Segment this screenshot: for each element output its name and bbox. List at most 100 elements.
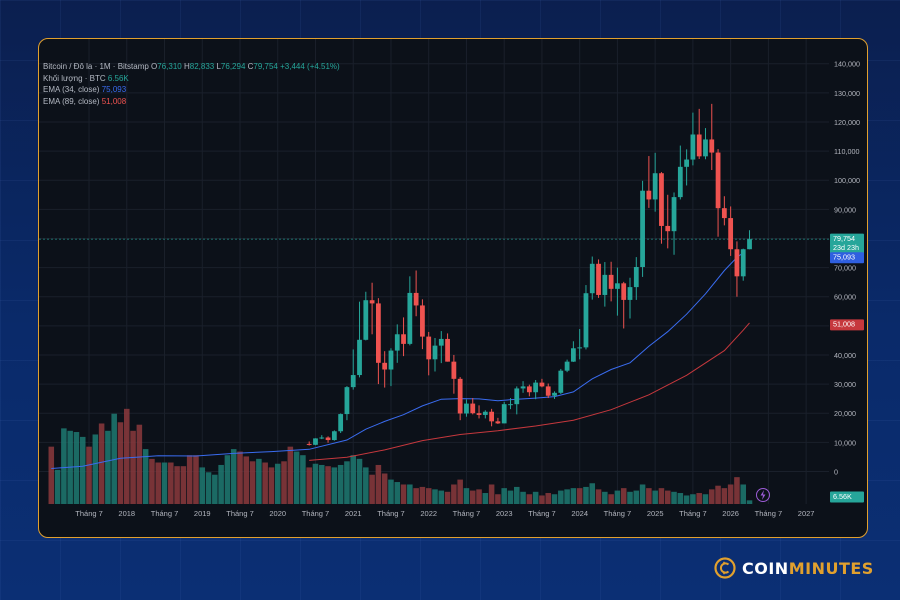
candle-body [564, 361, 570, 371]
volume-bar [583, 486, 589, 504]
time-tick-label: Tháng 7 [755, 509, 783, 518]
candle-body [690, 134, 696, 160]
candle-body [394, 334, 400, 351]
price-tick-label: 100,000 [834, 176, 860, 185]
ema34-value: 75,093 [101, 85, 127, 94]
candle-body [621, 283, 627, 300]
candlestick-chart[interactable]: 140,000 130,000 120,000 110,000 100,000 90,00… [39, 39, 867, 537]
candle-body [627, 287, 633, 300]
candle-body [382, 362, 388, 370]
price-tick-label: 10,000 [834, 438, 856, 447]
candle-body [426, 336, 432, 360]
volume-bar [570, 488, 577, 504]
volume-bar [627, 491, 633, 504]
price-badge-bg [830, 233, 864, 254]
candle-body [445, 338, 450, 362]
chart-panel[interactable]: 140,000 130,000 120,000 110,000 100,000 90,00… [38, 38, 868, 538]
volume-bar [608, 494, 614, 504]
volume-bar [438, 490, 445, 504]
time-tick-label: 2019 [194, 509, 211, 518]
volume-bar [212, 474, 218, 504]
volume-bar [407, 484, 413, 504]
volume-bar [375, 464, 382, 504]
price-tick-label: 90,000 [834, 205, 856, 214]
candle-body [533, 382, 539, 393]
legend-ema89-row[interactable]: EMA (89, close) 51,008 [43, 96, 340, 108]
candle-body [526, 386, 532, 393]
candle-body [344, 387, 350, 415]
open-value: 76,310 [157, 62, 182, 71]
candle-body [570, 348, 576, 362]
price-tick-label: 140,000 [834, 60, 860, 69]
volume-bar [507, 490, 514, 504]
volume-bar [476, 489, 482, 504]
volume-bar [614, 490, 621, 504]
volume-bar [495, 494, 501, 504]
volume-bar [482, 493, 489, 504]
volume-bar [61, 428, 67, 504]
candle-body [709, 139, 715, 153]
candle-body [407, 292, 413, 344]
candle-body [363, 300, 369, 340]
candle-body [306, 443, 312, 445]
volume-bar [545, 493, 551, 504]
candle-body [602, 274, 608, 295]
volume-bar [388, 479, 394, 504]
price-tick-label: 20,000 [834, 409, 856, 418]
volume-bar [186, 455, 193, 504]
volume-bar [130, 430, 136, 504]
low-label: L [216, 62, 221, 71]
volume-badge-text: 6.56K [833, 492, 852, 501]
low-value: 76,294 [220, 62, 246, 71]
volume-bar [715, 485, 721, 504]
candle-body [476, 413, 482, 415]
candle-body [589, 263, 595, 294]
volume-bar [463, 488, 470, 504]
legend-ema34-row[interactable]: EMA (34, close) 75,093 [43, 84, 340, 96]
legend-symbol-row: Bitcoin / Đô la · 1M · Bitstamp O76,310 … [43, 61, 340, 73]
candle-body [577, 347, 583, 349]
chart-legend: Bitcoin / Đô la · 1M · Bitstamp O76,310 … [43, 61, 340, 107]
volume-bar [589, 483, 596, 504]
volume-label: Khối lượng · BTC [43, 73, 106, 83]
lightning-icon [756, 488, 770, 502]
time-tick-label: Tháng 7 [302, 509, 330, 518]
volume-bar [224, 455, 231, 504]
candle-body [747, 239, 752, 250]
time-tick-label: Tháng 7 [75, 509, 103, 518]
price-axis[interactable]: 140,000 130,000 120,000 110,000 100,000 90,00… [834, 60, 860, 477]
time-axis[interactable]: Tháng 7 2018 Tháng 7 2019 Tháng 7 2020 Tháng 7… [75, 509, 814, 518]
volume-bar [551, 494, 558, 504]
high-value: 82,833 [189, 62, 215, 71]
time-tick-label: Tháng 7 [453, 509, 481, 518]
volume-bar [664, 490, 671, 504]
candle-body [552, 392, 557, 396]
candle-body [501, 404, 507, 424]
volume-bar [48, 446, 55, 504]
ema89-label: EMA (89, close) [43, 96, 100, 106]
candle-body [357, 339, 362, 376]
volume-bar [199, 467, 206, 504]
volume-value: 6.56K [107, 73, 129, 83]
candle-body [369, 300, 375, 304]
candles [306, 103, 752, 446]
volume-bar [105, 430, 111, 504]
volume-bar [331, 467, 338, 504]
volume-bar [683, 495, 690, 504]
legend-volume-row[interactable]: Khối lượng · BTC 6.56K [43, 73, 340, 85]
symbol-name[interactable]: Bitcoin / Đô la · 1M · Bitstamp [43, 62, 149, 71]
time-tick-label: Tháng 7 [151, 509, 179, 518]
volume-bar [419, 486, 426, 504]
price-tick-label: 0 [834, 467, 838, 476]
candle-body [615, 283, 620, 289]
volume-bar [595, 489, 602, 504]
candle-body [740, 249, 746, 277]
ema34-path [51, 252, 744, 469]
price-tick-label: 70,000 [834, 264, 856, 273]
candle-body [721, 208, 727, 219]
volume-bar [350, 455, 356, 504]
time-tick-label: 2027 [798, 509, 815, 518]
candle-body [338, 414, 344, 432]
candle-body [715, 152, 721, 209]
